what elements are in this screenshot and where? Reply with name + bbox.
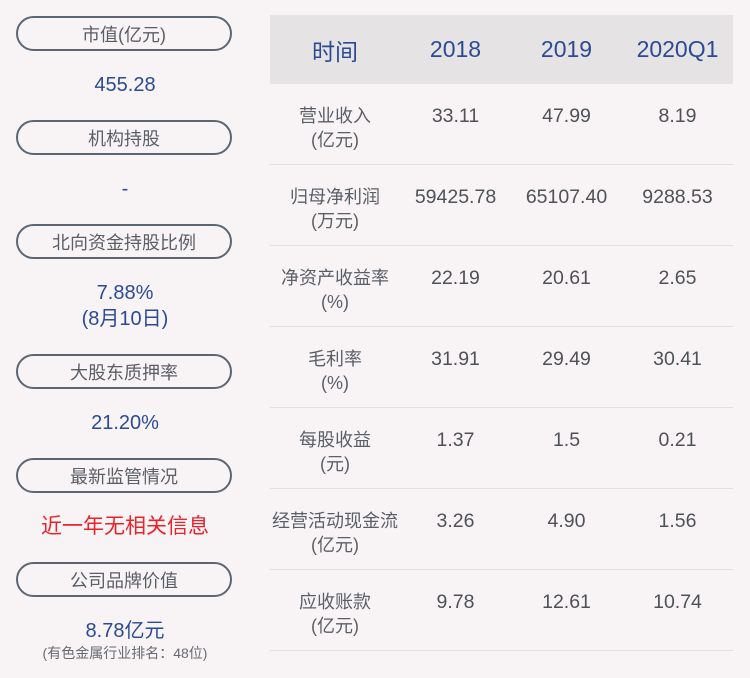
- cell-2018: 1.37: [436, 429, 475, 451]
- metric-unit: (亿元): [311, 130, 359, 150]
- cell-2019: 47.99: [542, 105, 591, 127]
- cell-2019: 12.61: [542, 591, 591, 613]
- cell-2018: 59425.78: [414, 186, 497, 208]
- cell-2020q1: 30.41: [653, 348, 702, 370]
- cell-2020q1: 8.19: [658, 105, 697, 127]
- brand-value-value: 8.78亿元: [85, 620, 165, 642]
- metric-name: 经营活动现金流: [272, 511, 398, 531]
- metric-name: 每股收益: [299, 430, 371, 450]
- header-time: 时间: [312, 38, 358, 65]
- cell-2019: 20.61: [542, 267, 591, 289]
- row-label: 经营活动现金流 (亿元): [270, 489, 400, 557]
- institutional-holding-label: 机构持股: [16, 120, 232, 155]
- pledge-ratio-value: 21.20%: [91, 412, 159, 434]
- row-label: 净资产收益率 (%): [270, 246, 400, 314]
- row-label: 毛利率 (%): [270, 327, 400, 395]
- metric-unit: (亿元): [311, 535, 359, 555]
- pledge-ratio-label: 大股东质押率: [16, 354, 232, 389]
- cell-2020q1: 1.56: [658, 510, 697, 532]
- northbound-ratio-value: 7.88%: [96, 282, 154, 304]
- brand-value-label: 公司品牌价值: [16, 562, 232, 597]
- metric-unit: (万元): [311, 211, 359, 231]
- metric-name: 应收账款: [299, 592, 371, 612]
- cell-2020q1: 2.65: [658, 267, 697, 289]
- table-row-operating-cashflow: 经营活动现金流 (亿元) 3.26 4.90 1.56: [270, 489, 733, 570]
- brand-value-rank-note: (有色金属行业排名：48位): [42, 645, 208, 661]
- row-label: 营业收入 (亿元): [270, 84, 400, 152]
- financial-table: 时间 2018 2019 2020Q1 营业收入 (亿元) 33.11 47.99…: [270, 15, 733, 651]
- market-cap-label: 市值(亿元): [16, 16, 232, 51]
- header-2018: 2018: [429, 36, 482, 62]
- cell-2020q1: 9288.53: [642, 186, 713, 208]
- cell-2018: 33.11: [431, 105, 480, 127]
- table-header: 时间 2018 2019 2020Q1: [270, 15, 733, 84]
- metric-unit: (%): [321, 373, 349, 393]
- cell-2019: 1.5: [552, 429, 581, 451]
- table-row-roe: 净资产收益率 (%) 22.19 20.61 2.65: [270, 246, 733, 327]
- cell-2020q1: 0.21: [658, 429, 697, 451]
- northbound-ratio-label: 北向资金持股比例: [16, 224, 232, 259]
- table-row-receivables: 应收账款 (亿元) 9.78 12.61 10.74: [270, 570, 733, 651]
- metric-unit: (元): [320, 454, 350, 474]
- cell-2020q1: 10.74: [653, 591, 702, 613]
- row-label: 应收账款 (亿元): [270, 570, 400, 638]
- northbound-ratio-date: (8月10日): [81, 308, 169, 330]
- cell-2018: 9.78: [436, 591, 475, 613]
- table-row-net-profit: 归母净利润 (万元) 59425.78 65107.40 9288.53: [270, 165, 733, 246]
- table-row-gross-margin: 毛利率 (%) 31.91 29.49 30.41: [270, 327, 733, 408]
- institutional-holding-value: -: [121, 178, 129, 200]
- table-row-eps: 每股收益 (元) 1.37 1.5 0.21: [270, 408, 733, 489]
- cell-2019: 65107.40: [525, 186, 608, 208]
- metric-name: 营业收入: [299, 106, 371, 126]
- header-2020q1: 2020Q1: [636, 36, 719, 62]
- cell-2018: 22.19: [431, 267, 480, 289]
- metric-name: 净资产收益率: [281, 268, 389, 288]
- metric-unit: (亿元): [311, 616, 359, 636]
- cell-2018: 31.91: [431, 348, 480, 370]
- row-label: 归母净利润 (万元): [270, 165, 400, 233]
- cell-2019: 29.49: [542, 348, 591, 370]
- regulatory-status-label: 最新监管情况: [16, 458, 232, 493]
- header-2019: 2019: [540, 36, 593, 62]
- metric-name: 毛利率: [308, 349, 362, 369]
- cell-2019: 4.90: [547, 510, 586, 532]
- market-cap-value: 455.28: [94, 74, 156, 96]
- metric-unit: (%): [321, 292, 349, 312]
- cell-2018: 3.26: [436, 510, 475, 532]
- metric-name: 归母净利润: [290, 187, 380, 207]
- table-row-revenue: 营业收入 (亿元) 33.11 47.99 8.19: [270, 84, 733, 165]
- row-label: 每股收益 (元): [270, 408, 400, 476]
- regulatory-status-value: 近一年无相关信息: [41, 515, 209, 538]
